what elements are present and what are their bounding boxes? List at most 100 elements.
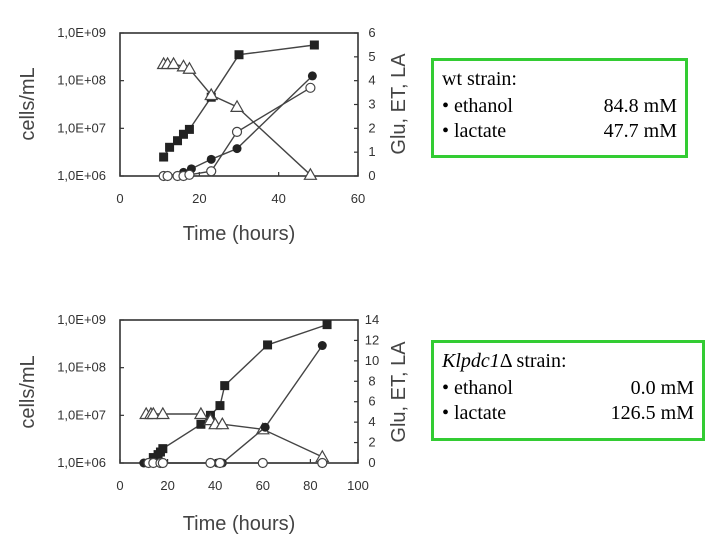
series-line	[143, 345, 323, 464]
y2-tick-label: 0	[368, 168, 375, 183]
y2-tick-label: 1	[368, 144, 375, 159]
x-axis-title: Time (hours)	[183, 223, 296, 245]
y-axis-title: cells/mL	[17, 67, 39, 140]
data-point-open-triangle	[193, 406, 208, 420]
series-filled-circle	[139, 341, 327, 468]
wt-lactate-label: • lactate	[442, 120, 507, 142]
x-tick-label: 0	[116, 191, 123, 206]
data-point-open-circle	[257, 457, 268, 469]
data-point-open-triangle	[303, 167, 318, 180]
klpdc1-legend-title: Klpdc1Δ strain:	[442, 349, 694, 373]
wt-lactate-row: • lactate 47.7 mM	[442, 119, 677, 144]
y-tick-label: 1,0E+07	[57, 407, 106, 422]
data-point-open-circle	[214, 457, 226, 469]
y2-tick-label: 6	[368, 394, 375, 409]
klpdc1-legend-title-text: Δ strain:	[499, 350, 567, 372]
y2-tick-label: 14	[365, 312, 379, 327]
y2-tick-label: 5	[368, 49, 375, 64]
y-tick-label: 1,0E+06	[57, 455, 106, 470]
klpdc1-legend-title-italic: Klpdc1	[442, 350, 500, 372]
y2-tick-label: 2	[368, 120, 375, 135]
data-point-square	[309, 40, 319, 50]
series-open-circle	[143, 457, 328, 469]
klpdc1-lactate-label: • lactate	[442, 402, 507, 424]
data-point-square	[173, 136, 183, 146]
data-point-square	[158, 444, 168, 454]
y2-tick-label: 10	[365, 353, 379, 368]
y-tick-label: 1,0E+07	[57, 120, 106, 135]
data-point-open-circle	[157, 457, 168, 469]
data-point-open-circle	[305, 82, 316, 93]
data-point-square	[178, 129, 188, 139]
x-tick-label: 40	[271, 191, 285, 206]
y-tick-label: 1,0E+09	[57, 25, 106, 40]
y2-tick-label: 4	[368, 73, 375, 88]
y2-axis-title: Glu, ET, LA	[388, 341, 410, 443]
data-point-square	[159, 152, 169, 162]
y2-tick-label: 2	[368, 435, 375, 450]
series-line	[146, 413, 323, 458]
y2-tick-label: 4	[368, 414, 375, 429]
y2-tick-label: 8	[368, 373, 375, 388]
data-point-open-triangle	[182, 61, 197, 74]
klpdc1-lactate-value: 126.5 mM	[610, 402, 694, 424]
data-point-square	[322, 320, 332, 330]
data-point-square	[165, 142, 175, 152]
data-point-square	[184, 124, 194, 134]
wt-lactate-value: 47.7 mM	[603, 120, 677, 142]
klpdc1-lactate-row: • lactate 126.5 mM	[442, 401, 694, 426]
x-tick-label: 20	[192, 191, 206, 206]
data-point-square	[234, 50, 244, 60]
y-tick-label: 1,0E+06	[57, 168, 106, 183]
series-filled-square	[159, 40, 319, 162]
y-tick-label: 1,0E+08	[57, 360, 106, 375]
y2-axis-title: Glu, ET, LA	[388, 53, 410, 155]
chart-2: 0 20 40 60 80 1001,0E+061,0E+071,0E+081,0E+09…	[17, 312, 410, 535]
x-tick-label: 20	[160, 478, 174, 493]
x-tick-label: 0	[116, 478, 123, 493]
y-axis-title: cells/mL	[17, 355, 39, 428]
data-point-open-circle	[205, 457, 216, 469]
series-line	[163, 63, 311, 176]
series-line	[163, 44, 315, 158]
data-point-square	[215, 401, 225, 411]
wt-legend-title: wt strain:	[442, 67, 677, 91]
y2-tick-label: 0	[368, 455, 375, 470]
series-open-circle	[158, 82, 316, 182]
x-tick-label: 80	[303, 478, 317, 493]
y2-tick-label: 3	[368, 97, 375, 112]
data-point-open-circle	[162, 170, 173, 182]
klpdc1-ethanol-value: 0.0 mM	[630, 377, 694, 399]
data-point-open-triangle	[204, 87, 219, 101]
x-tick-label: 60	[351, 191, 365, 206]
data-point-open-triangle	[155, 406, 170, 420]
klpdc1-ethanol-row: • ethanol 0.0 mM	[442, 376, 694, 401]
klpdc1-strain-legend: Klpdc1Δ strain: • ethanol 0.0 mM • lacta…	[431, 340, 705, 441]
data-point-open-circle	[231, 126, 243, 138]
data-point-square	[263, 340, 273, 350]
data-point-filled-circle	[317, 341, 327, 351]
x-axis-title: Time (hours)	[183, 513, 296, 535]
x-tick-label: 60	[256, 478, 270, 493]
y2-tick-label: 12	[365, 332, 379, 347]
series-filled-circle	[159, 71, 317, 181]
data-point-open-circle	[206, 166, 217, 177]
data-point-open-triangle	[215, 416, 230, 430]
data-point-square	[196, 419, 206, 429]
y-tick-label: 1,0E+08	[57, 73, 106, 88]
data-point-open-triangle	[166, 56, 181, 70]
klpdc1-ethanol-label: • ethanol	[442, 377, 513, 399]
data-point-open-triangle	[146, 406, 161, 420]
series-line	[152, 323, 328, 459]
series-filled-square	[148, 320, 332, 463]
data-point-square	[148, 453, 158, 463]
data-point-filled-circle	[307, 71, 317, 81]
wt-ethanol-label: • ethanol	[442, 95, 513, 117]
y-tick-label: 1,0E+09	[57, 312, 106, 327]
data-point-square	[220, 381, 230, 391]
series-open-triangle	[156, 56, 318, 180]
data-point-filled-circle	[260, 422, 270, 432]
data-point-filled-circle	[206, 154, 216, 164]
data-point-open-triangle	[229, 99, 245, 112]
